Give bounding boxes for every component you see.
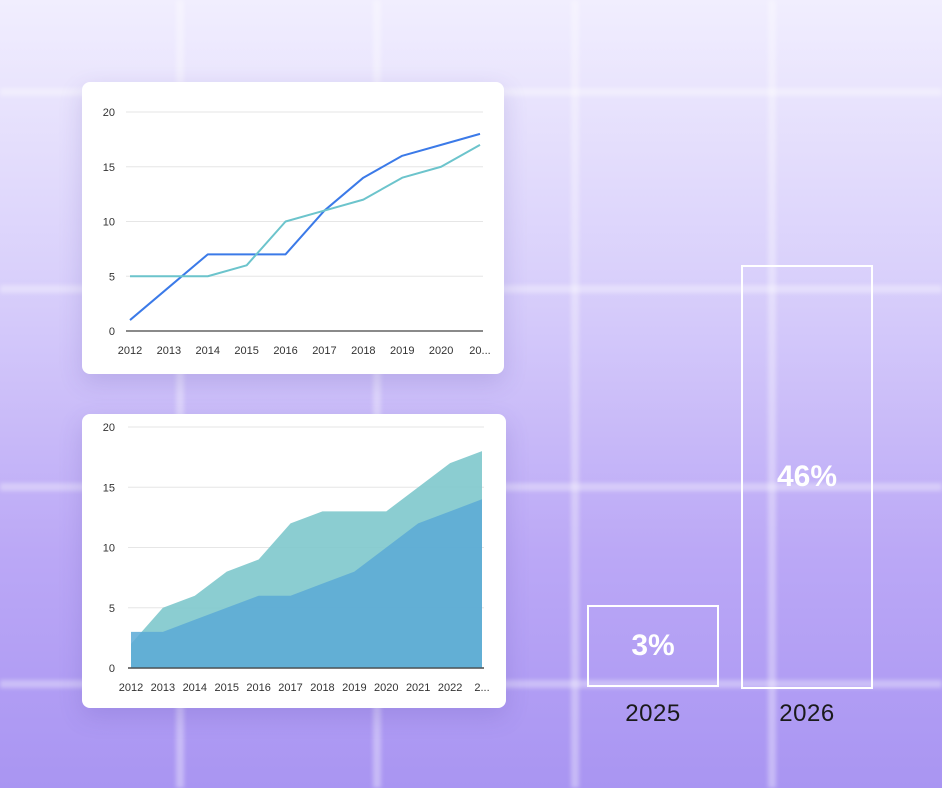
line-series-1 <box>129 132 481 321</box>
x-tick-label: 2014 <box>196 345 220 357</box>
y-tick-label: 5 <box>109 603 115 615</box>
y-tick-label: 0 <box>109 663 115 675</box>
x-tick-label: 2017 <box>278 682 302 694</box>
bar-2025: 3% <box>587 605 719 687</box>
y-tick-label: 10 <box>103 543 115 555</box>
x-tick-label: 2012 <box>118 345 142 357</box>
x-tick-label: 2014 <box>183 682 207 694</box>
y-tick-label: 0 <box>109 326 115 338</box>
x-tick-label: 2017 <box>312 345 336 357</box>
y-tick-label: 20 <box>103 107 115 119</box>
x-tick-label: 2013 <box>151 682 175 694</box>
y-tick-label: 10 <box>103 217 115 229</box>
bar-2026: 46% <box>741 265 873 689</box>
x-tick-label: 2020 <box>374 682 398 694</box>
bar-label-2025: 3% <box>631 629 675 662</box>
y-tick-label: 5 <box>109 271 115 283</box>
area-chart: 0 5 10 15 20 2012 2013 2014 2015 2016 2017 2018 2019… <box>103 422 490 694</box>
x-tick-label: 2022 <box>438 682 462 694</box>
x-tick-label: 2015 <box>234 345 258 357</box>
x-tick-label: 2019 <box>390 345 414 357</box>
x-tick-label: 2016 <box>273 345 297 357</box>
x-tick-label: 2018 <box>310 682 334 694</box>
x-tick-label: 2016 <box>246 682 270 694</box>
y-tick-label: 15 <box>103 162 115 174</box>
y-tick-label: 20 <box>103 422 115 434</box>
y-tick-label: 15 <box>103 482 115 494</box>
x-tick-label: 2015 <box>214 682 238 694</box>
line-series-2 <box>130 143 481 278</box>
area-chart-card: 0 5 10 15 20 2012 2013 2014 2015 2016 2017 2018 2019… <box>82 414 506 708</box>
line-chart: 0 5 10 15 20 2012 2013 2014 2015 2016 2017 2018 2019… <box>103 107 491 357</box>
x-tick-label: 2012 <box>119 682 143 694</box>
x-tick-label: 2013 <box>157 345 181 357</box>
bar-label-2026: 46% <box>776 460 838 493</box>
x-tick-label: 2018 <box>351 345 375 357</box>
x-tick-label: 20... <box>469 345 490 357</box>
x-tick-label: 2021 <box>406 682 430 694</box>
bar-category-2025: 2025 <box>625 700 681 727</box>
bar-category-2026: 2026 <box>779 700 835 727</box>
line-chart-card: 0 5 10 15 20 2012 2013 2014 2015 2016 2017 2018 2019… <box>82 82 504 374</box>
x-tick-label: 2... <box>474 682 489 694</box>
x-tick-label: 2020 <box>429 345 453 357</box>
x-tick-label: 2019 <box>342 682 366 694</box>
area-series-2 <box>131 499 482 668</box>
